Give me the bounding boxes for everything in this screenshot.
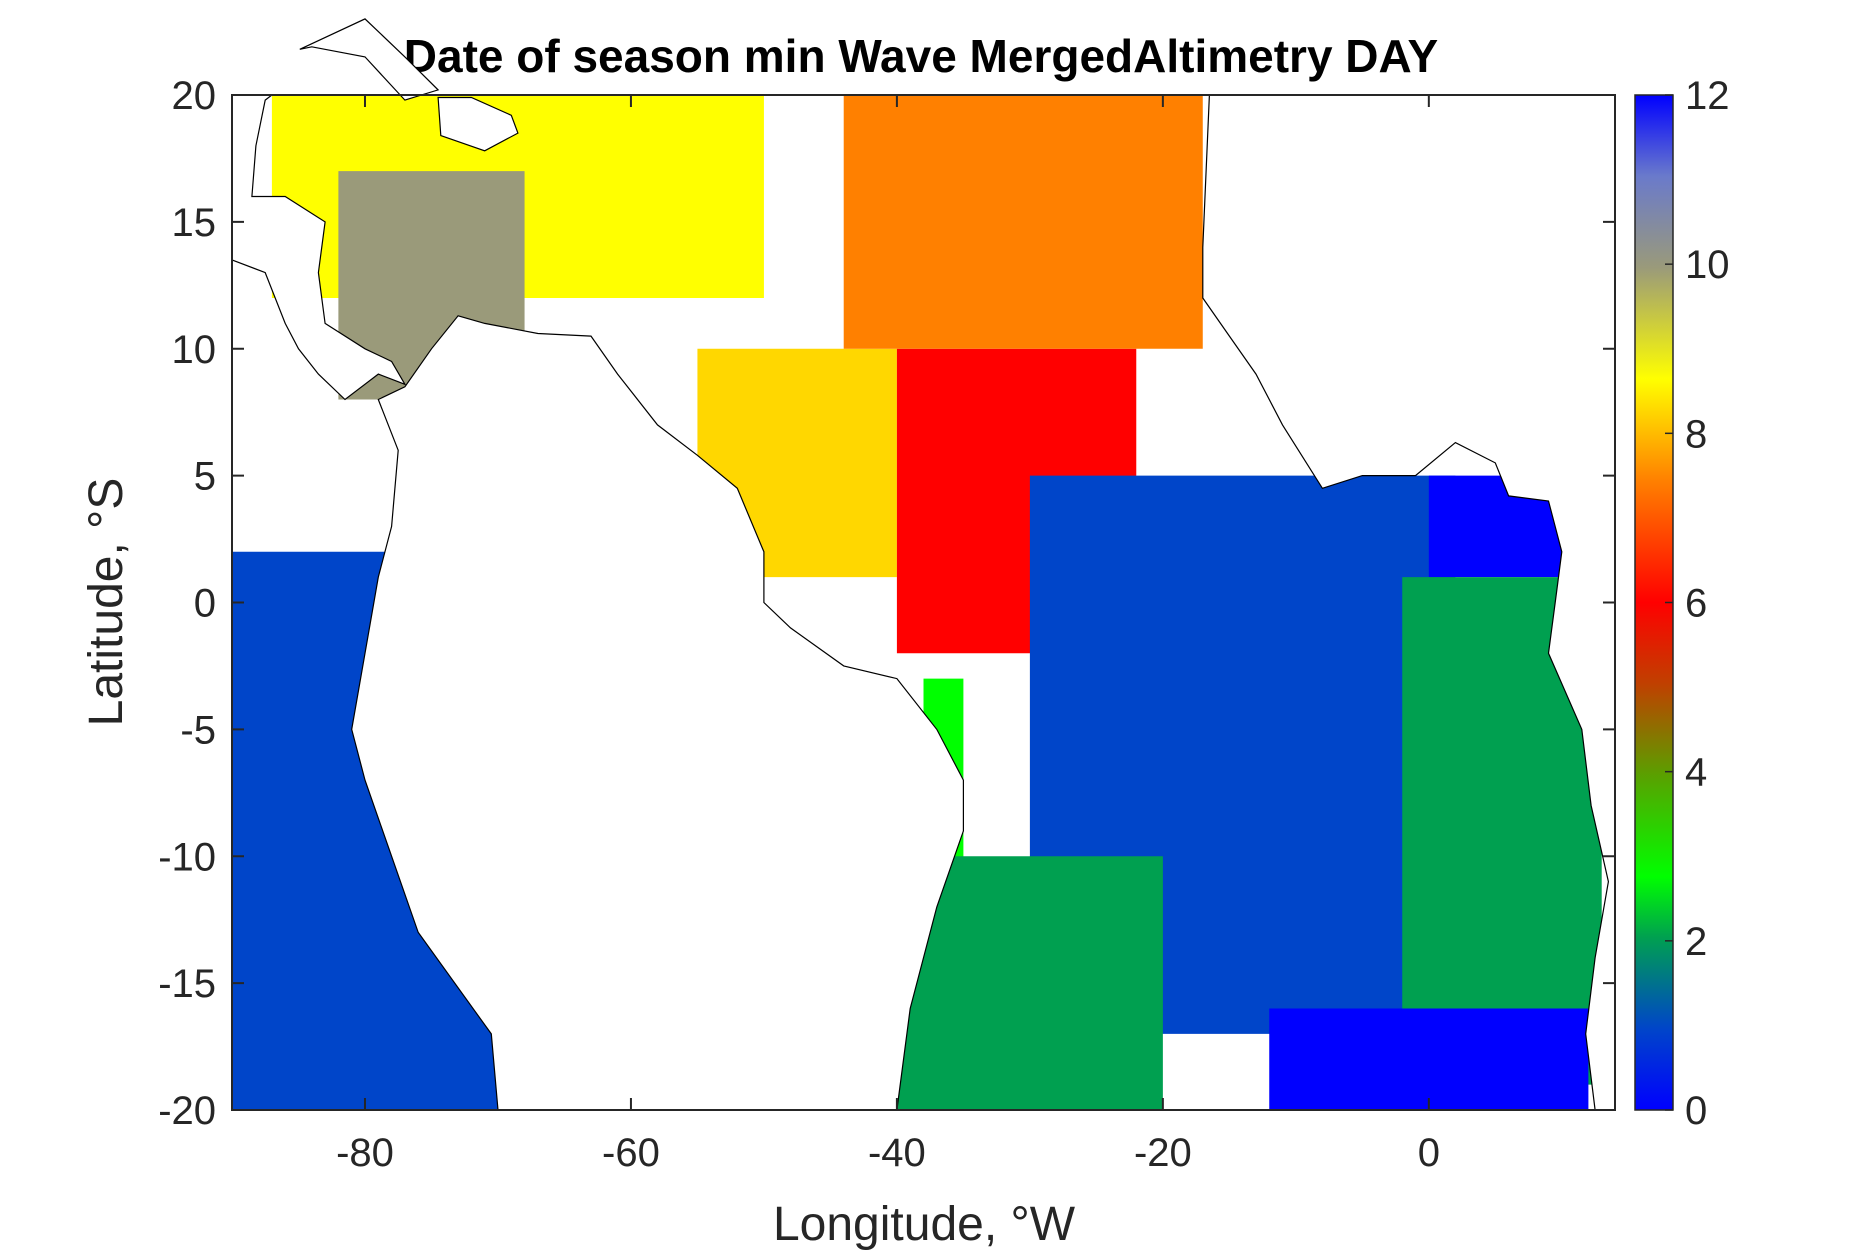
y-axis-label: Latitude, °S [80,478,133,727]
land-mass-2 [231,94,407,401]
map-region-11 [1269,1008,1589,1110]
land-mass-0 [351,315,965,1111]
chart-title: Date of season min Wave MergedAltimetry … [404,30,1438,82]
y-tick-label: 20 [172,74,217,118]
x-tick-label: -40 [868,1131,926,1175]
island-1 [437,96,519,152]
y-tick-label: -15 [158,962,216,1006]
x-tick-label: -20 [1134,1131,1192,1175]
colorbar-tick-label: 6 [1685,582,1707,626]
x-tick-label: -60 [602,1131,660,1175]
colorbar-tick-label: 8 [1685,412,1707,456]
y-tick-label: -10 [158,835,216,879]
y-tick-label: 0 [194,582,216,626]
x-tick-label: 0 [1418,1131,1440,1175]
colorbar-tick-label: 10 [1685,243,1730,287]
y-axis: 20 15 10 5 0 -5 -10 -15 -20 [158,74,1615,1133]
y-tick-label: 15 [172,201,217,245]
colorbar-tick-label: 0 [1685,1089,1707,1133]
colorbar-tick-label: 2 [1685,920,1707,964]
colorbar-tick-label: 12 [1685,74,1730,118]
x-axis-label: Longitude, °W [773,1198,1076,1250]
map-plot-area [231,18,1616,1111]
y-tick-label: 5 [194,455,216,499]
colorbar-axis: 12 10 8 6 4 2 0 [1665,74,1730,1133]
map-region-4 [843,95,1203,349]
colorbar-tick-label: 4 [1685,751,1707,795]
x-tick-label: -80 [336,1131,394,1175]
map-region-10 [896,856,1163,1110]
y-tick-label: -20 [158,1089,216,1133]
y-tick-label: -5 [180,708,216,752]
y-tick-label: 10 [172,328,217,372]
x-axis: -80 -60 -40 -20 0 [336,95,1440,1175]
